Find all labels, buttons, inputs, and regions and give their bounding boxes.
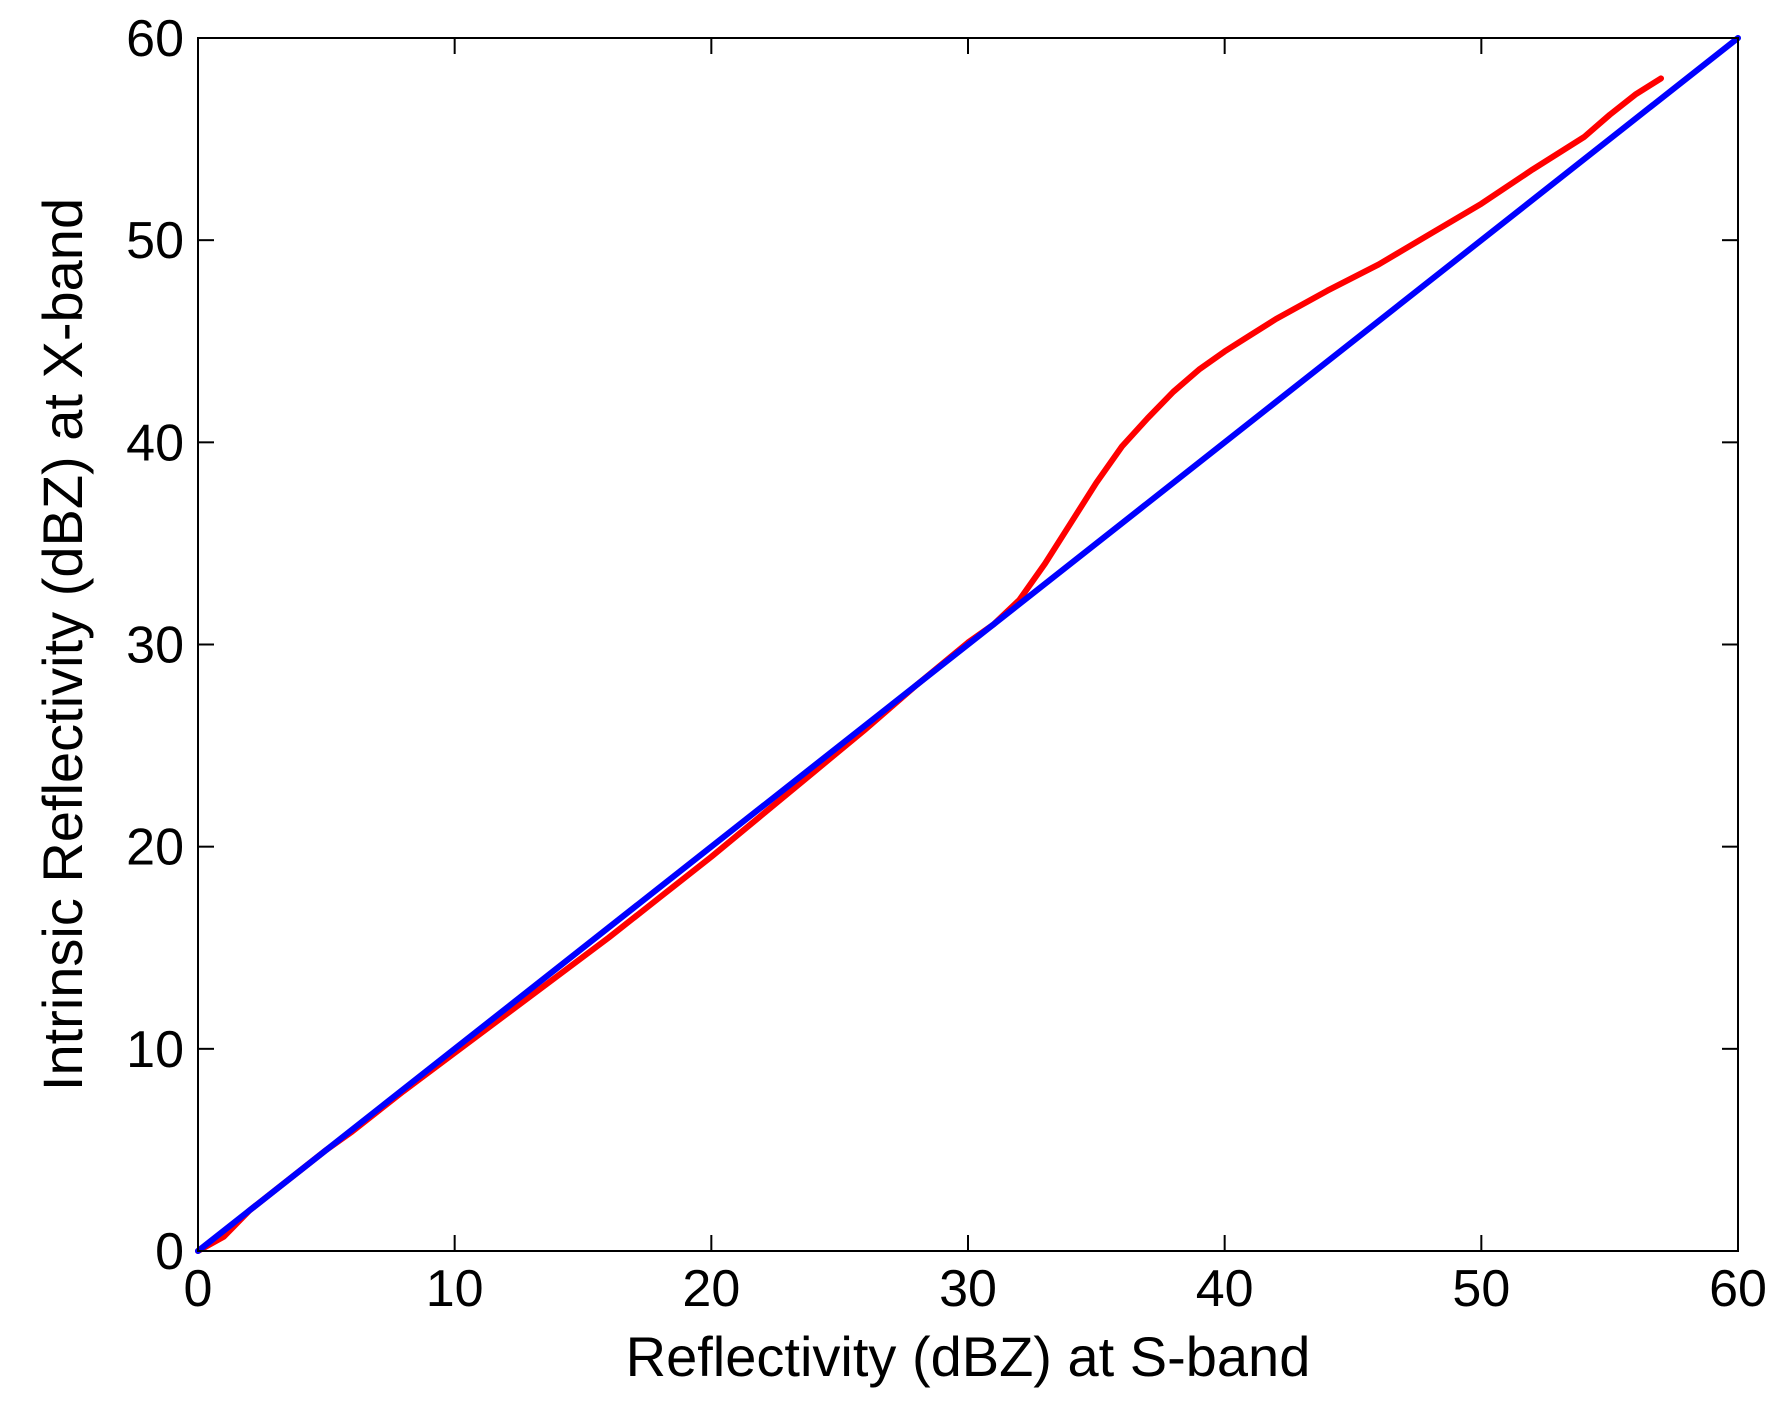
x-tick-label: 0 bbox=[184, 1260, 213, 1318]
series-layer bbox=[195, 35, 1741, 1254]
y-axis-title: Intrinsic Reflectivity (dBZ) at X-band bbox=[31, 198, 94, 1091]
y-tick-label: 50 bbox=[126, 212, 184, 270]
y-tick-label: 60 bbox=[126, 10, 184, 68]
x-tick-label: 60 bbox=[1709, 1260, 1767, 1318]
y-tick-label: 10 bbox=[126, 1021, 184, 1079]
y-tick-label: 40 bbox=[126, 414, 184, 472]
y-tick-label: 30 bbox=[126, 617, 184, 675]
x-axis-title: Reflectivity (dBZ) at S-band bbox=[626, 1325, 1311, 1388]
tick-labels: 0 10 20 30 40 50 60 0 10 20 30 40 50 60 bbox=[126, 10, 1767, 1318]
x-tick-label: 20 bbox=[682, 1260, 740, 1318]
x-tick-label: 10 bbox=[426, 1260, 484, 1318]
x-tick-label: 50 bbox=[1452, 1260, 1510, 1318]
axes-box bbox=[197, 37, 1739, 1252]
y-tick-label: 20 bbox=[126, 819, 184, 877]
x-tick-label: 40 bbox=[1196, 1260, 1254, 1318]
y-tick-label: 0 bbox=[155, 1223, 184, 1281]
series-line-2 bbox=[195, 35, 1741, 1254]
x-tick-label: 30 bbox=[939, 1260, 997, 1318]
